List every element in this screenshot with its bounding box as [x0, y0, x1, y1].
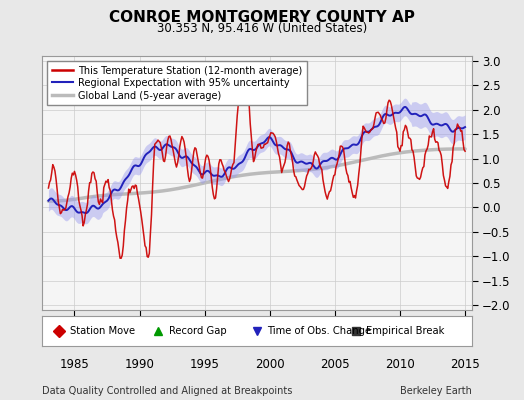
Text: 2000: 2000 — [255, 358, 285, 371]
Text: 2005: 2005 — [320, 358, 350, 371]
Text: Berkeley Earth: Berkeley Earth — [400, 386, 472, 396]
Legend: This Temperature Station (12-month average), Regional Expectation with 95% uncer: This Temperature Station (12-month avera… — [47, 61, 307, 106]
Text: Time of Obs. Change: Time of Obs. Change — [267, 326, 372, 336]
Text: 1985: 1985 — [60, 358, 90, 371]
Text: Data Quality Controlled and Aligned at Breakpoints: Data Quality Controlled and Aligned at B… — [42, 386, 292, 396]
Text: 2015: 2015 — [450, 358, 480, 371]
Text: 30.353 N, 95.416 W (United States): 30.353 N, 95.416 W (United States) — [157, 22, 367, 35]
Text: 1990: 1990 — [125, 358, 155, 371]
Text: 2010: 2010 — [385, 358, 415, 371]
Text: 1995: 1995 — [190, 358, 220, 371]
Text: Station Move: Station Move — [70, 326, 135, 336]
Text: Record Gap: Record Gap — [169, 326, 226, 336]
Text: CONROE MONTGOMERY COUNTY AP: CONROE MONTGOMERY COUNTY AP — [109, 10, 415, 25]
Text: Empirical Break: Empirical Break — [366, 326, 445, 336]
